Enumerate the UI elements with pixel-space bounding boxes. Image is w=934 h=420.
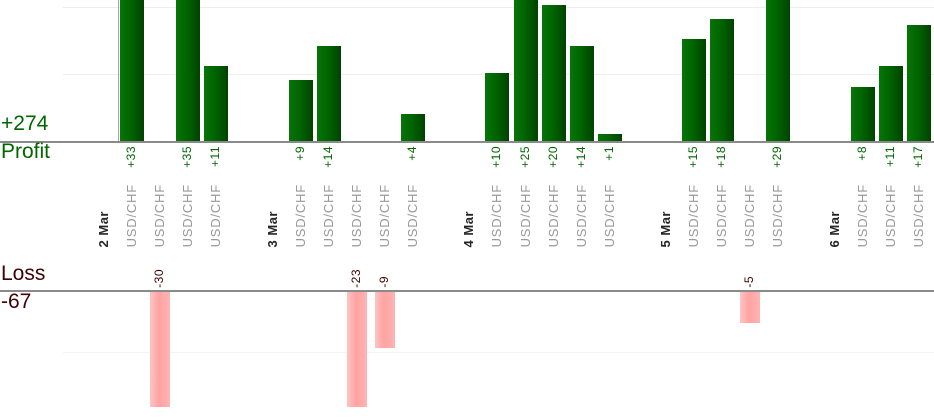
profit-bar <box>851 87 875 141</box>
profit-value-label: +8 <box>855 146 869 161</box>
x-axis-symbol-label: USD/CHF <box>405 183 420 247</box>
profit-value-label: +10 <box>489 146 503 168</box>
profit-bar <box>710 19 734 141</box>
x-axis-symbol-label: USD/CHF <box>742 183 757 247</box>
x-axis-symbol-label: USD/CHF <box>489 183 504 247</box>
profit-bar <box>204 66 228 141</box>
profit-value-label: +15 <box>686 146 700 168</box>
profit-value-label: +33 <box>124 146 138 168</box>
profit-value-label: +14 <box>321 146 335 168</box>
profit-value-label: +20 <box>546 146 560 168</box>
x-axis-symbol-label: USD/CHF <box>574 183 589 247</box>
profit-bar <box>176 0 200 141</box>
loss-total-label: -67 <box>1 290 32 313</box>
profit-bar <box>485 73 509 141</box>
x-axis-date-label: 4 Mar <box>461 210 476 247</box>
x-axis-date-label: 5 Mar <box>658 210 673 247</box>
profit-bar <box>542 5 566 141</box>
profit-value-label: +9 <box>293 146 307 161</box>
loss-baseline <box>0 290 934 292</box>
profit-bar <box>317 46 341 141</box>
x-axis-date-label: 6 Mar <box>827 210 842 247</box>
profit-axis-title: Profit <box>1 140 51 163</box>
x-axis-symbol-label: USD/CHF <box>377 183 392 247</box>
profit-value-label: +29 <box>770 146 784 168</box>
profit-value-label: +14 <box>574 146 588 168</box>
profit-value-label: +1 <box>602 146 616 161</box>
profit-bar <box>401 114 425 141</box>
profit-bar <box>766 0 790 141</box>
profit-bar <box>570 46 594 141</box>
profit-value-label: +4 <box>405 146 419 161</box>
x-axis-symbol-label: USD/CHF <box>349 183 364 247</box>
loss-bar <box>740 292 760 323</box>
x-axis-date-label: 2 Mar <box>96 210 111 247</box>
profit-bar <box>120 0 144 141</box>
x-axis-symbol-label: USD/CHF <box>152 183 167 247</box>
profit-value-label: +18 <box>714 146 728 168</box>
profit-value-label: +11 <box>208 146 222 167</box>
x-axis-symbol-label: USD/CHF <box>714 183 729 247</box>
profit-baseline <box>0 141 934 143</box>
gridline-profit-20 <box>63 7 934 8</box>
profit-bar <box>682 39 706 141</box>
loss-bar <box>375 292 395 348</box>
profit-value-label: +35 <box>180 146 194 168</box>
profit-bar <box>879 66 903 141</box>
loss-value-label: -30 <box>152 269 166 288</box>
profit-bar <box>907 25 931 141</box>
profit-bar <box>514 0 538 141</box>
loss-bar <box>347 292 367 407</box>
value-axis-line <box>118 0 119 141</box>
x-axis-symbol-label: USD/CHF <box>180 183 195 247</box>
x-axis-symbol-label: USD/CHF <box>602 183 617 247</box>
profit-value-label: +11 <box>883 146 897 167</box>
gridline-loss-10 <box>63 352 934 353</box>
profit-bar <box>289 80 313 141</box>
profit-total-label: +274 <box>1 112 49 135</box>
loss-value-label: -23 <box>349 269 363 288</box>
x-axis-date-label: 3 Mar <box>265 210 280 247</box>
x-axis-symbol-label: USD/CHF <box>518 183 533 247</box>
x-axis-symbol-label: USD/CHF <box>546 183 561 247</box>
x-axis-symbol-label: USD/CHF <box>321 183 336 247</box>
x-axis-symbol-label: USD/CHF <box>883 183 898 247</box>
x-axis-symbol-label: USD/CHF <box>855 183 870 247</box>
loss-value-label: -5 <box>742 276 756 288</box>
x-axis-symbol-label: USD/CHF <box>124 183 139 247</box>
loss-bar <box>150 292 170 407</box>
loss-value-label: -9 <box>377 276 391 288</box>
x-axis-symbol-label: USD/CHF <box>293 183 308 247</box>
x-axis-symbol-label: USD/CHF <box>208 183 223 247</box>
loss-axis-title: Loss <box>1 262 46 285</box>
x-axis-symbol-label: USD/CHF <box>911 183 926 247</box>
x-axis-symbol-label: USD/CHF <box>770 183 785 247</box>
x-axis-symbol-label: USD/CHF <box>686 183 701 247</box>
profit-value-label: +25 <box>518 146 532 168</box>
profit-value-label: +17 <box>911 146 925 168</box>
profit-bar <box>598 134 622 141</box>
